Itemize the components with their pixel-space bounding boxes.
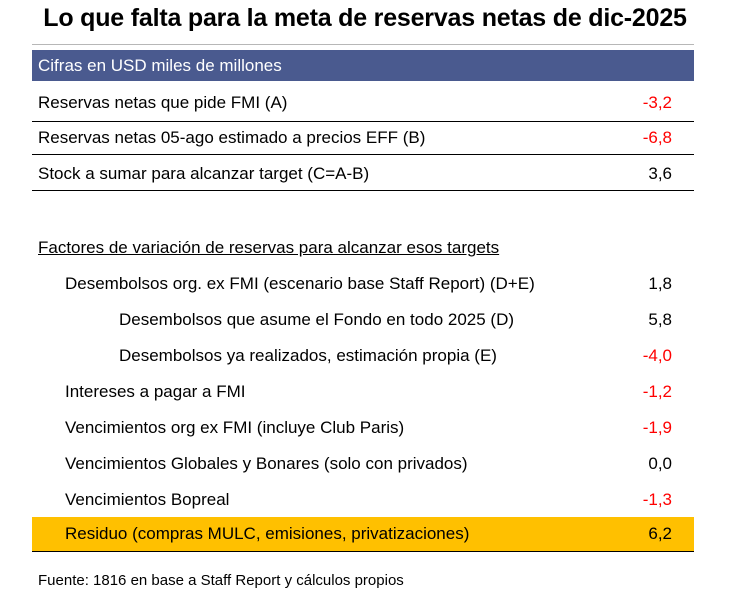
table-row-highlighted: Residuo (compras MULC, emisiones, privat…: [32, 517, 694, 551]
row-label: Vencimientos Globales y Bonares (solo co…: [65, 454, 468, 473]
row-label: Desembolsos ya realizados, estimación pr…: [119, 346, 497, 365]
table-row: Desembolsos ya realizados, estimación pr…: [32, 338, 694, 374]
row-value: -1,2: [642, 382, 672, 401]
row-value: -1,9: [642, 418, 672, 437]
row-divider: [32, 190, 694, 191]
section-title: Factores de variación de reservas para a…: [38, 238, 500, 257]
row-label: Residuo (compras MULC, emisiones, privat…: [65, 524, 470, 543]
row-value: 3,6: [648, 164, 672, 183]
units-header: Cifras en USD miles de millones: [32, 50, 694, 81]
row-label: Vencimientos Bopreal: [65, 490, 230, 509]
table-row: Desembolsos que asume el Fondo en todo 2…: [32, 302, 694, 338]
row-label: Reservas netas que pide FMI (A): [38, 93, 288, 112]
top-frame-line: [32, 44, 694, 46]
table-row: Reservas netas que pide FMI (A) -3,2: [32, 85, 694, 121]
table-row: Reservas netas 05-ago estimado a precios…: [32, 120, 694, 156]
row-value: -3,2: [642, 93, 672, 112]
row-value: -1,3: [642, 490, 672, 509]
row-value: 6,2: [648, 524, 672, 543]
row-label: Vencimientos org ex FMI (incluye Club Pa…: [65, 418, 405, 437]
row-label: Reservas netas 05-ago estimado a precios…: [38, 128, 426, 147]
row-divider: [32, 121, 694, 122]
table-row: Stock a sumar para alcanzar target (C=A-…: [32, 156, 694, 192]
table-row: Intereses a pagar a FMI -1,2: [32, 374, 694, 410]
source-note: Fuente: 1816 en base a Staff Report y cá…: [38, 572, 404, 589]
row-label: Desembolsos que asume el Fondo en todo 2…: [119, 310, 515, 329]
row-value: 0,0: [648, 454, 672, 473]
table-title: Lo que falta para la meta de reservas ne…: [43, 4, 687, 32]
table-row: Vencimientos Globales y Bonares (solo co…: [32, 446, 694, 482]
row-divider: [32, 551, 694, 552]
row-label: Intereses a pagar a FMI: [65, 382, 246, 401]
row-value: -6,8: [642, 128, 672, 147]
row-value: -4,0: [642, 346, 672, 365]
table-row: Desembolsos org. ex FMI (escenario base …: [32, 266, 694, 302]
row-value: 5,8: [648, 310, 672, 329]
row-divider: [32, 154, 694, 155]
table-row: Vencimientos org ex FMI (incluye Club Pa…: [32, 410, 694, 446]
table-row: Vencimientos Bopreal -1,3: [32, 482, 694, 518]
row-label: Stock a sumar para alcanzar target (C=A-…: [38, 164, 370, 183]
row-value: 1,8: [648, 274, 672, 293]
row-label: Desembolsos org. ex FMI (escenario base …: [65, 274, 535, 293]
